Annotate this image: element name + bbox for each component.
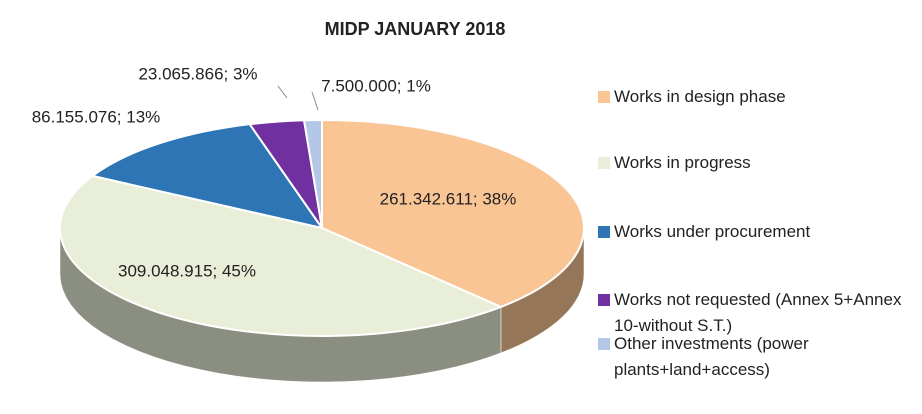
legend-swatch xyxy=(598,91,610,103)
pie-slice xyxy=(59,174,504,337)
leader-line xyxy=(311,91,319,111)
legend-label: Other investments (power plants+land+acc… xyxy=(614,334,809,379)
legend-swatch xyxy=(598,157,610,169)
legend-label: Works under procurement xyxy=(614,222,811,241)
legend-item: Works under procurement xyxy=(596,219,914,245)
data-label: 7.500.000; 1% xyxy=(321,76,431,95)
pie-slice xyxy=(302,118,323,229)
legend-label: Works in progress xyxy=(614,153,751,172)
legend-item: Works in progress xyxy=(596,150,914,176)
pie-slice xyxy=(90,123,325,230)
data-label: 309.048.915; 45% xyxy=(118,261,256,280)
legend-item: Other investments (power plants+land+acc… xyxy=(596,331,829,383)
pie-slice xyxy=(321,118,585,308)
legend: Works in design phase Works in progress Wo… xyxy=(596,84,922,414)
data-label: 23.065.866; 3% xyxy=(138,64,257,83)
legend-label: Works not requested (Annex 5+Annex 10-wi… xyxy=(614,290,902,335)
leader-line xyxy=(277,85,288,99)
data-label: 261.342.611; 38% xyxy=(380,189,517,208)
legend-swatch xyxy=(598,294,610,306)
chart-title: MIDP JANUARY 2018 xyxy=(325,19,506,39)
data-label: 86.155.076; 13% xyxy=(32,107,161,126)
legend-item: Works in design phase xyxy=(596,84,914,110)
legend-label: Works in design phase xyxy=(614,87,786,106)
legend-swatch xyxy=(598,338,610,350)
legend-swatch xyxy=(598,226,610,238)
legend-item: Works not requested (Annex 5+Annex 10-wi… xyxy=(596,287,914,339)
chart: MIDP JANUARY 2018 261.342.611; 38% 309.04… xyxy=(32,19,585,383)
